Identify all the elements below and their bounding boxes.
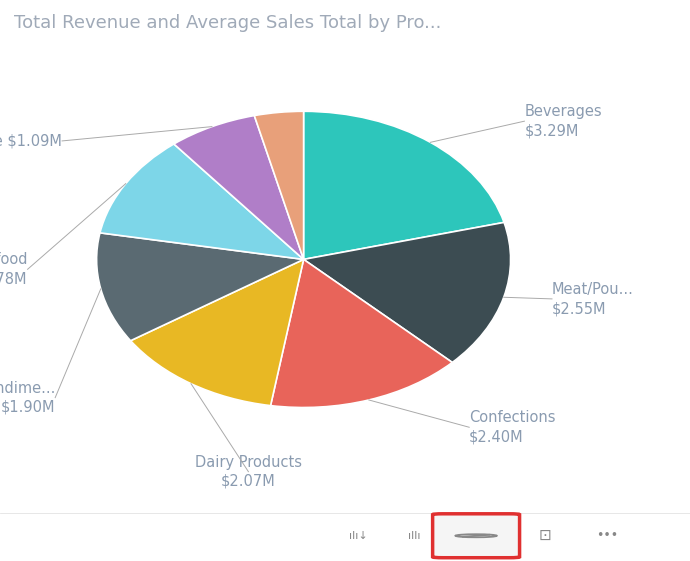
Text: Meat/Pou...
$2.55M: Meat/Pou... $2.55M [552,282,634,316]
Wedge shape [304,222,511,362]
Wedge shape [97,233,304,341]
Text: Confections
$2.40M: Confections $2.40M [469,410,555,444]
Wedge shape [130,259,304,406]
Text: ılı↓: ılı↓ [349,531,368,541]
Text: ⊡: ⊡ [539,528,551,543]
Text: Condime...
$1.90M: Condime... $1.90M [0,380,55,415]
Wedge shape [100,144,304,259]
Text: Produce $1.09M: Produce $1.09M [0,134,62,149]
Text: Seafood
$1.78M: Seafood $1.78M [0,252,28,286]
Text: Dairy Products
$2.07M: Dairy Products $2.07M [195,454,302,489]
Text: Beverages
$3.29M: Beverages $3.29M [524,104,602,138]
Wedge shape [304,111,504,259]
Text: ıllı: ıllı [408,531,420,541]
Wedge shape [174,116,304,259]
Text: Total Revenue and Average Sales Total by Pro...: Total Revenue and Average Sales Total by… [14,14,441,32]
Text: •••: ••• [596,529,618,542]
Wedge shape [270,259,453,407]
FancyBboxPatch shape [433,514,520,558]
Wedge shape [255,111,304,259]
